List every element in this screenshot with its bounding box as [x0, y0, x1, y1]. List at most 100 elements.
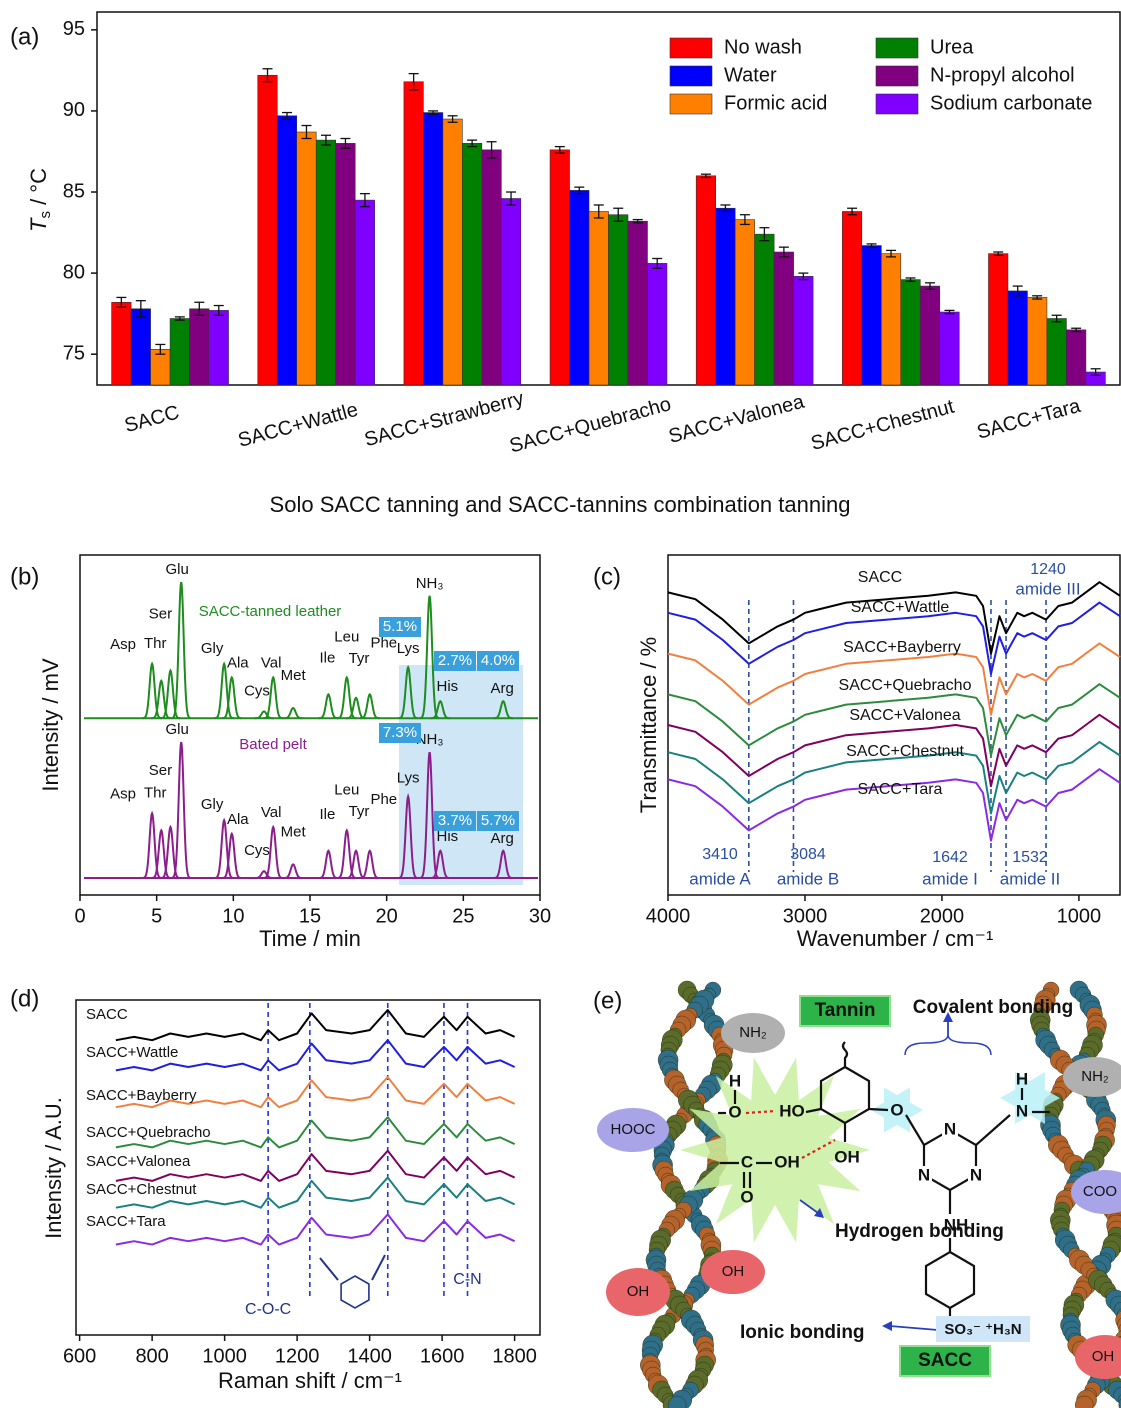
tannin-box [799, 995, 891, 1027]
peak-label: Val [261, 804, 282, 821]
peak [254, 870, 274, 879]
label-part: / °C [26, 168, 51, 211]
spectrum [667, 642, 1121, 716]
error-bar [408, 72, 419, 91]
peak-label: Ile [319, 649, 335, 666]
x-tick-label: 1800 [492, 1345, 537, 1367]
bar [257, 74, 278, 386]
atom: H [729, 1071, 741, 1090]
percent-label: 7.3% [383, 724, 417, 741]
series-label: SACC+Wattle [86, 1044, 178, 1061]
spectrum [667, 581, 1121, 655]
bar [793, 276, 814, 386]
bar [715, 207, 736, 386]
spectrum [115, 1009, 516, 1042]
error-bar [116, 296, 127, 308]
chemical-structure [718, 1012, 1050, 1331]
atom: C [741, 1152, 753, 1171]
spectrum [667, 768, 1121, 842]
peak-label: Glu [166, 561, 189, 578]
error-bar [1090, 368, 1101, 376]
bar [296, 131, 317, 386]
legend-label: Sodium carbonate [930, 92, 1092, 114]
peak [263, 824, 284, 879]
bar [423, 112, 444, 386]
x-tick-label: 4000 [646, 905, 691, 927]
atom: OH [834, 1147, 860, 1166]
peak [214, 661, 234, 720]
peak-label: Met [281, 823, 307, 840]
arrow [889, 1325, 939, 1331]
spectrum [115, 1039, 516, 1072]
bar [208, 310, 229, 386]
bar [773, 251, 794, 386]
x-tick-label: 20 [376, 905, 398, 927]
bar [988, 253, 1009, 386]
error-bar [155, 343, 166, 355]
marker-name: amide III [1015, 579, 1080, 598]
series-label: SACC+Quebracho [86, 1124, 211, 1141]
x-axis-label: Wavenumber / cm⁻¹ [797, 926, 994, 951]
error-bar [720, 204, 731, 213]
bar [1007, 290, 1028, 386]
bar [919, 285, 941, 386]
peak-label: Val [261, 654, 282, 671]
group-label: HOOC [611, 1121, 656, 1138]
peak-label: NH₃ [416, 731, 444, 748]
bar [880, 253, 902, 386]
error-bar [925, 282, 936, 290]
percent-label: 4.0% [481, 652, 515, 669]
percent-label: 3.7% [438, 812, 472, 829]
label-part: T [26, 217, 51, 232]
panel-label: (d) [10, 985, 39, 1012]
marker-name: amide II [1000, 869, 1060, 888]
error-bar [486, 141, 497, 159]
panel-label: (a) [10, 23, 39, 50]
bond [905, 1114, 925, 1146]
error-bar [213, 304, 224, 316]
peak [318, 693, 339, 720]
error-bar [993, 251, 1004, 256]
x-tick-label: 1200 [275, 1345, 320, 1367]
labels-e: (e) Tannin SACC Covalent bonding Hydroge… [593, 987, 1121, 1379]
percent-box [379, 723, 421, 743]
error-bar [700, 173, 711, 179]
peak [151, 828, 172, 879]
legend-label: Water [724, 64, 777, 86]
series-label: SACC+Bayberry [86, 1087, 197, 1104]
x-tick-label: 1600 [420, 1345, 465, 1367]
collagen-helices [640, 980, 1121, 1408]
series-label: SACC+Bayberry [843, 639, 961, 656]
error-bar [886, 249, 897, 258]
series-label: SACC [86, 1006, 128, 1023]
x-tick-label: 1000 [202, 1345, 247, 1367]
series-label: SACC+Chestnut [86, 1181, 197, 1198]
peak [359, 693, 380, 720]
bar [481, 149, 502, 386]
spectrum [115, 1076, 516, 1109]
peak-label: Thr [144, 635, 167, 652]
error-bar [574, 186, 585, 195]
ionic-box [936, 1316, 1030, 1342]
group-bubble [606, 1268, 670, 1316]
bar [588, 211, 609, 386]
peak [221, 675, 242, 720]
series-label: SACC+Valonea [849, 707, 960, 724]
peak [430, 699, 451, 720]
bar [900, 279, 921, 386]
bond-label: Covalent bonding [913, 997, 1073, 1018]
percent-label: 5.1% [383, 618, 417, 635]
peak [171, 741, 192, 879]
bar [169, 318, 190, 386]
panel-label: (b) [10, 563, 39, 590]
sacc-label: SACC [918, 1350, 972, 1371]
bond-label: Ionic bonding [740, 1322, 865, 1343]
peak-label: His [436, 678, 458, 695]
bar [1027, 297, 1048, 386]
bar [462, 143, 483, 386]
error-bar [652, 257, 663, 269]
hydrogen-bond-burst [680, 1057, 870, 1243]
peak-label: Lys [397, 640, 420, 657]
legend-swatch [875, 93, 919, 115]
